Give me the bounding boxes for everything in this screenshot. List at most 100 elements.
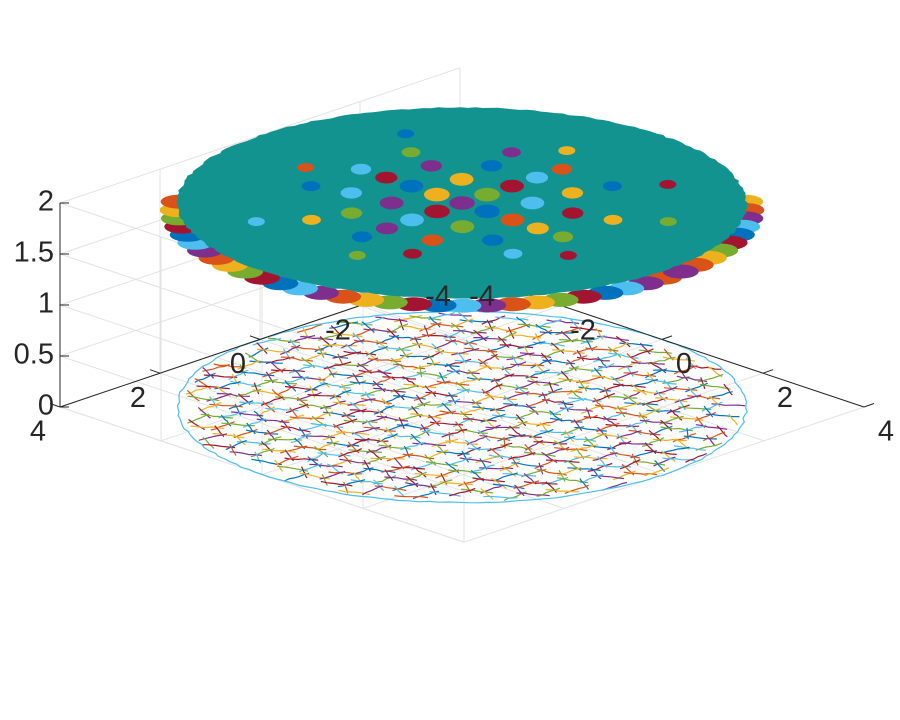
contour-segment xyxy=(376,408,386,421)
contour-segment xyxy=(209,396,218,409)
surface-cell xyxy=(474,187,500,202)
floor-grid-line-y xyxy=(259,338,665,476)
contour-segment xyxy=(384,469,394,482)
contour-segment xyxy=(250,447,275,458)
contour-segment xyxy=(647,371,657,384)
contour-segment xyxy=(526,398,550,408)
contour-segment xyxy=(603,395,638,399)
contour-segment xyxy=(328,471,363,475)
contour-segment xyxy=(409,315,442,321)
contour-segment xyxy=(322,430,346,441)
contour-segment xyxy=(700,377,706,389)
contour-segment xyxy=(461,450,470,463)
contour-segment xyxy=(534,459,557,470)
contour-segment xyxy=(703,431,726,442)
z-tick-label: 1.5 xyxy=(14,237,54,269)
contour-segment xyxy=(361,397,392,405)
contour-segment xyxy=(253,382,260,395)
contour-segment xyxy=(480,413,506,423)
z-tick-label: 0.5 xyxy=(14,339,54,371)
back-wall-grid-line-z xyxy=(59,355,465,492)
contour-segment xyxy=(387,434,421,439)
contour-segment xyxy=(639,419,673,425)
surface-cell xyxy=(424,204,450,219)
contour-segment xyxy=(459,406,485,416)
contour-segment xyxy=(318,346,325,359)
contour-segment xyxy=(216,393,250,397)
contour-segment xyxy=(481,388,495,401)
contour-segment xyxy=(302,351,327,362)
y-tick-label: -4 xyxy=(425,280,451,312)
contour-segment xyxy=(252,337,282,346)
contour-segment xyxy=(632,460,666,466)
contour-segment xyxy=(552,435,576,446)
contour-segment xyxy=(426,449,449,460)
contour-segment xyxy=(434,339,457,350)
contour-segment xyxy=(274,459,284,472)
contour-segment xyxy=(578,379,588,392)
contour-segment xyxy=(262,367,286,378)
contour-segment xyxy=(580,335,605,345)
contour-segment xyxy=(360,387,387,397)
contour-segment xyxy=(641,437,665,447)
contour-segment xyxy=(448,392,457,405)
contour-segment xyxy=(274,455,299,466)
contour-segment xyxy=(513,480,540,489)
contour-segment xyxy=(699,383,731,390)
contour-segment xyxy=(557,397,587,405)
contour-segment xyxy=(477,429,491,442)
contour-segment xyxy=(669,416,703,421)
contour-segment xyxy=(618,360,642,371)
contour-segment xyxy=(663,387,698,391)
surface-cell xyxy=(297,163,315,172)
contour-segment xyxy=(372,376,393,387)
contour-segment xyxy=(493,377,502,390)
x-axis-tick xyxy=(863,403,875,408)
contour-segment xyxy=(249,360,283,364)
contour-segment xyxy=(349,409,384,413)
contour-segment xyxy=(393,457,405,470)
contour-segment xyxy=(375,316,408,322)
contour-segment xyxy=(256,342,268,355)
surface-cell xyxy=(659,217,677,227)
contour-segment xyxy=(555,326,582,336)
contour-segment xyxy=(660,446,690,454)
contour-segment xyxy=(674,445,706,451)
contour-segment xyxy=(202,363,230,372)
contour-segment xyxy=(648,356,676,365)
contour-segment xyxy=(592,452,618,462)
contour-segment xyxy=(425,461,458,467)
contour-segment xyxy=(400,441,426,451)
y-axis-tick xyxy=(249,335,261,340)
contour-segment xyxy=(293,445,327,451)
contour-segment xyxy=(429,316,441,328)
contour-segment xyxy=(329,373,363,378)
contour-segment xyxy=(373,479,385,492)
contour-segment xyxy=(629,348,654,358)
contour-segment xyxy=(242,418,267,428)
contour-segment xyxy=(643,467,670,477)
y-tick-label: 2 xyxy=(130,382,146,414)
contour-segment xyxy=(365,419,378,432)
contour-segment xyxy=(543,378,573,386)
contour-segment xyxy=(285,403,309,414)
contour-segment xyxy=(329,389,352,400)
contour-segment xyxy=(595,327,604,340)
contour-segment xyxy=(375,339,389,352)
contour-segment xyxy=(188,419,206,431)
contour-segment xyxy=(381,397,393,410)
contour-segment xyxy=(352,332,364,344)
contour-segment xyxy=(417,403,452,406)
contour-segment xyxy=(566,385,590,396)
contour-segment xyxy=(405,471,427,482)
contour-segment xyxy=(536,487,561,497)
contour-segment xyxy=(466,435,488,446)
surface-cell xyxy=(502,147,521,158)
contour-segment xyxy=(455,376,483,386)
contour-segment xyxy=(413,361,441,371)
contour-segment xyxy=(688,365,722,370)
contour-segment xyxy=(484,394,517,401)
contour-segment xyxy=(705,434,716,447)
contour-segment xyxy=(373,404,395,415)
contour-segment xyxy=(619,459,641,470)
